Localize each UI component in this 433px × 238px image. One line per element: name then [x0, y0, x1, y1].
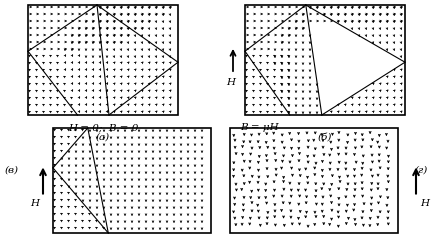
Text: (б): (б) — [318, 133, 332, 142]
Text: H: H — [420, 198, 429, 208]
Bar — [230, 128, 398, 233]
Text: H: H — [30, 198, 39, 208]
Text: B = μH: B = μH — [240, 123, 278, 132]
Text: (а): (а) — [96, 133, 110, 142]
Text: (в): (в) — [5, 165, 19, 174]
Bar — [245, 5, 405, 115]
Text: H = 0;  B = 0: H = 0; B = 0 — [68, 123, 138, 132]
Text: (г): (г) — [415, 165, 428, 174]
Text: H: H — [226, 78, 236, 87]
Bar — [28, 5, 178, 115]
Bar — [53, 128, 211, 233]
